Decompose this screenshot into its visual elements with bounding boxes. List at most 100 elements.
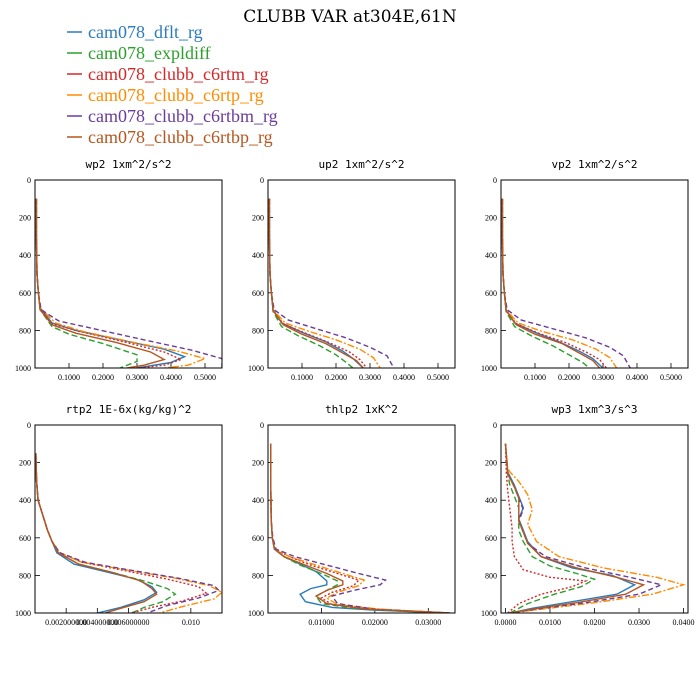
series-line-cam078_clubb_c6rtbp_rg <box>501 198 601 368</box>
panel-frame <box>267 179 456 369</box>
y-tick-label: 0 <box>260 176 264 185</box>
series-line-cam078_clubb_c6rtm_rg <box>270 443 450 613</box>
y-tick-label: 400 <box>252 251 264 260</box>
y-tick-label: 0 <box>27 421 31 430</box>
x-tick-label: 0.4000 <box>393 373 415 382</box>
x-tick-label: 0.5000 <box>427 373 449 382</box>
y-tick-label: 1000 <box>15 364 31 373</box>
panel-title: rtp2 1E-6x(kg/kg)^2 <box>66 403 192 416</box>
y-tick-label: 800 <box>19 326 31 335</box>
x-tick-label: 0.2000 <box>558 373 580 382</box>
chart-panels: wp2 1xm^2/s^2 0 200 400 600 800 1000 0.1000 0.20… <box>15 158 695 627</box>
legend-label: cam078_dflt_rg <box>88 22 203 42</box>
x-tick-label: 0.03000 <box>415 618 441 627</box>
y-tick-label: 600 <box>19 534 31 543</box>
series-line-cam078_clubb_c6rtbp_rg <box>35 453 158 613</box>
panel-title: up2 1xm^2/s^2 <box>318 158 404 171</box>
y-tick-label: 200 <box>485 459 497 468</box>
legend-label: cam078_clubb_c6rtm_rg <box>88 64 269 84</box>
x-tick-label: 0.0200 <box>584 618 606 627</box>
y-tick-label: 600 <box>252 289 264 298</box>
series-line-cam078_dflt_rg <box>270 443 450 613</box>
y-tick-label: 200 <box>485 214 497 223</box>
y-tick-label: 800 <box>252 571 264 580</box>
y-tick-label: 0 <box>27 176 31 185</box>
x-tick-label: 0.004000000 <box>76 618 118 627</box>
legend-label: cam078_expldiff <box>88 43 211 63</box>
y-tick-label: 200 <box>252 214 264 223</box>
series-line-cam078_expldiff <box>35 198 138 368</box>
legend-label: cam078_clubb_c6rtbm_rg <box>88 106 278 126</box>
panel-frame <box>34 424 223 614</box>
x-tick-label: 0.02000 <box>362 618 388 627</box>
y-tick-label: 800 <box>19 571 31 580</box>
x-tick-label: 0.002000000 <box>45 618 87 627</box>
y-tick-label: 1000 <box>481 364 497 373</box>
y-tick-label: 0 <box>493 421 497 430</box>
x-tick-label: 0.1000 <box>291 373 313 382</box>
panel-frame <box>500 424 689 614</box>
x-tick-label: 0.0300 <box>628 618 650 627</box>
y-tick-label: 1000 <box>248 364 264 373</box>
x-tick-label: 0.1000 <box>58 373 80 382</box>
y-tick-label: 200 <box>19 214 31 223</box>
y-tick-label: 1000 <box>15 609 31 618</box>
series-line-cam078_clubb_c6rtbp_rg <box>504 443 646 613</box>
y-tick-label: 600 <box>19 289 31 298</box>
y-tick-label: 1000 <box>481 609 497 618</box>
x-tick-label: 0.4000 <box>626 373 648 382</box>
y-tick-label: 800 <box>485 571 497 580</box>
x-tick-label: 0.2000 <box>92 373 114 382</box>
x-tick-label: 0.010 <box>182 618 200 627</box>
y-tick-label: 800 <box>252 326 264 335</box>
x-tick-label: 0.0000 <box>494 618 516 627</box>
y-tick-label: 600 <box>485 289 497 298</box>
y-tick-label: 400 <box>252 496 264 505</box>
series-line-cam078_clubb_c6rtp_rg <box>35 453 222 613</box>
series-line-cam078_clubb_c6rtbp_rg <box>270 443 450 613</box>
y-tick-label: 0 <box>493 176 497 185</box>
x-tick-label: 0.0400 <box>673 618 695 627</box>
series-line-cam078_expldiff <box>501 198 590 368</box>
series-line-cam078_clubb_c6rtp_rg <box>35 198 208 368</box>
series-line-cam078_clubb_c6rtbm_rg <box>268 198 395 368</box>
x-tick-label: 0.006000000 <box>108 618 150 627</box>
panel-title: wp2 1xm^2/s^2 <box>85 158 171 171</box>
panel-title: wp3 1xm^3/s^3 <box>551 403 637 416</box>
x-tick-label: 0.5000 <box>660 373 682 382</box>
y-tick-label: 800 <box>485 326 497 335</box>
y-tick-label: 400 <box>485 496 497 505</box>
series-line-cam078_dflt_rg <box>501 198 604 368</box>
panel-4: thlp2 1xK^2 0 200 400 600 800 1000 0.01000 0.020… <box>248 403 456 627</box>
panel-2: vp2 1xm^2/s^2 0 200 400 600 800 1000 0.1000 0.20… <box>481 158 689 382</box>
series-line-cam078_clubb_c6rtbp_rg <box>35 198 167 368</box>
y-tick-label: 400 <box>19 496 31 505</box>
series-line-cam078_clubb_c6rtbm_rg <box>35 198 222 368</box>
panel-frame <box>500 179 689 369</box>
series-line-cam078_clubb_c6rtbp_rg <box>268 198 364 368</box>
y-tick-label: 0 <box>260 421 264 430</box>
y-tick-label: 200 <box>252 459 264 468</box>
series-line-cam078_dflt_rg <box>268 198 364 368</box>
series-line-cam078_clubb_c6rtbm_rg <box>35 453 221 613</box>
panel-3: rtp2 1E-6x(kg/kg)^2 0 200 400 600 800 1000 0.00… <box>15 403 223 627</box>
x-tick-label: 0.3000 <box>359 373 381 382</box>
legend-label: cam078_clubb_c6rtp_rg <box>88 85 264 105</box>
panel-0: wp2 1xm^2/s^2 0 200 400 600 800 1000 0.1000 0.20… <box>15 158 223 382</box>
series-line-cam078_expldiff <box>268 198 354 368</box>
y-tick-label: 200 <box>19 459 31 468</box>
series-line-cam078_clubb_c6rtm_rg <box>35 453 208 613</box>
panel-title: vp2 1xm^2/s^2 <box>551 158 637 171</box>
series-line-cam078_expldiff <box>270 443 450 613</box>
x-tick-label: 0.01000 <box>308 618 334 627</box>
panel-frame <box>34 179 223 369</box>
series-line-cam078_clubb_c6rtp_rg <box>270 443 450 613</box>
y-tick-label: 600 <box>252 534 264 543</box>
series-line-cam078_clubb_c6rtm_rg <box>501 198 607 368</box>
x-tick-label: 0.4000 <box>160 373 182 382</box>
series-line-cam078_dflt_rg <box>35 453 158 613</box>
panel-frame <box>267 424 456 614</box>
x-tick-label: 0.1000 <box>524 373 546 382</box>
x-tick-label: 0.3000 <box>592 373 614 382</box>
